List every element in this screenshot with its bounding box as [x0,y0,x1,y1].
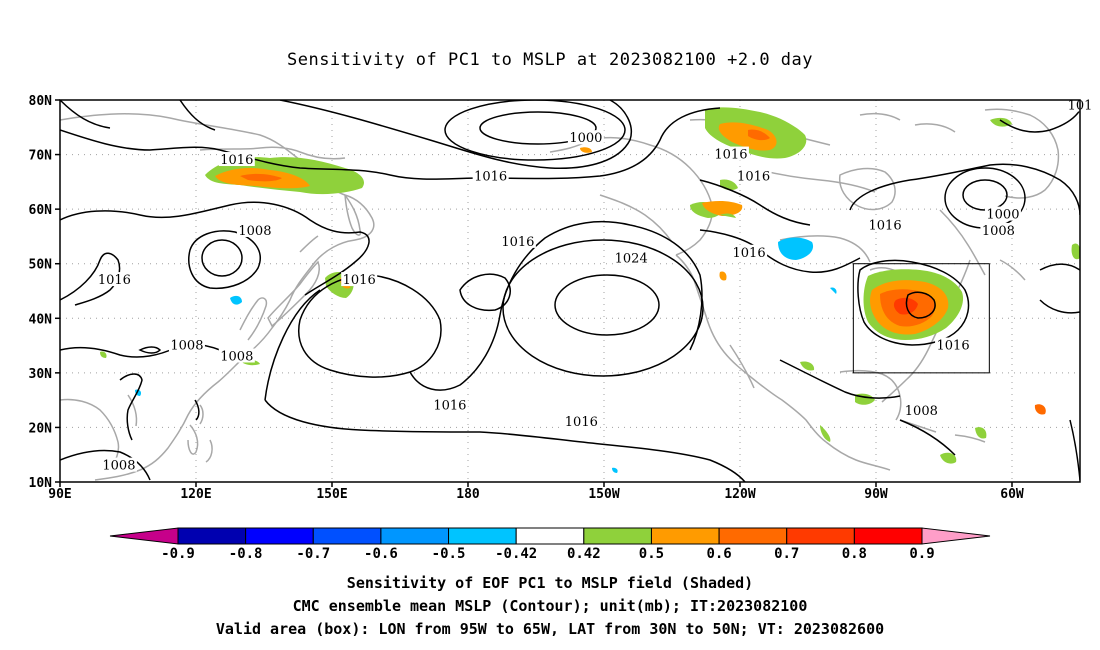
colorbar-segment [245,527,314,545]
contour-label: 1008 [102,459,135,474]
contour-label: 1008 [220,349,253,364]
lat-tick-label: 50N [29,258,53,273]
contour-label: 1016 [433,399,466,414]
contour-label: 1008 [905,404,938,419]
lat-tick-label: 60N [29,203,53,218]
caption-contour: CMC ensemble mean MSLP (Contour); unit(m… [292,597,808,615]
lon-tick-label: 150E [316,487,347,502]
contour-label-bg [613,250,650,265]
colorbar-label: -0.6 [364,546,398,562]
colorbar-label: 0.6 [706,546,731,562]
lon-tick-label: 90E [48,487,71,502]
contour-label-bg [867,217,904,232]
lon-tick-label: 120W [724,487,755,502]
colorbar-segment [786,527,855,545]
contour-label-bg [96,272,133,287]
longitude-labels: 90E 120E 150E 180 150W 120W 90W 60W [48,482,1024,502]
colorbar-segment [718,527,788,545]
contour-label: 1016 [474,169,507,184]
contour-label: 1016 [733,246,766,261]
lon-tick-label: 60W [1000,487,1024,502]
contour-label: 1016 [343,273,376,288]
lon-tick-label: 120E [180,487,211,502]
lat-tick-label: 20N [29,421,53,436]
colorbar-segment [380,527,450,545]
contour-label: 1016 [737,169,770,184]
colorbar-label: -0.7 [296,546,330,562]
colorbar-segment [853,527,923,545]
colorbar-label: -0.5 [432,546,466,562]
valid-area-box [852,263,990,374]
contour-label-bg [935,337,972,352]
lat-tick-label: 80N [29,94,53,109]
sensitivity-shading [100,107,1080,473]
contour-label: 1016 [565,415,598,430]
lon-tick-label: 150W [588,487,619,502]
contour-label-bg [236,222,273,237]
colorbar-label: 0.7 [774,546,799,562]
lat-tick-label: 70N [29,149,53,164]
lat-tick-label: 40N [29,312,53,327]
colorbar-segment [448,527,517,545]
map-frame [59,99,1081,483]
contour-label-bg [168,337,205,352]
lat-tick-label: 10N [29,476,53,491]
colorbar-segment [650,527,720,545]
colorbar-label: 0.42 [567,546,601,562]
contour-label-bg [731,244,768,259]
colorbar-segment [177,527,247,545]
contour-label-bg [567,130,604,145]
mslp-contours [60,100,1080,482]
contour-label-bg [735,168,772,183]
contour-label-bg [499,233,536,248]
page-title: Sensitivity of PC1 to MSLP at 2023082100… [286,50,813,70]
colorbar-max-triangle [921,527,991,545]
contour-label: 1000 [569,131,602,146]
contour-label: 1016 [501,235,534,250]
contour-label: 1000 [986,208,1019,223]
contour-label: 1016 [98,273,131,288]
colorbar-label: -0.42 [495,546,537,562]
contour-label-bg [341,272,378,287]
colorbar-segment [312,527,382,545]
contour-label-bg [431,397,468,412]
contour-label-bg [984,206,1021,221]
contour-label-bg [100,457,137,472]
contour-label: 1008 [982,224,1015,239]
contour-label: 1016 [220,153,253,168]
contour-label-bg [218,348,255,363]
colorbar-segment [515,527,585,545]
lon-tick-label: 180 [456,487,480,502]
colorbar-label: 0.8 [842,546,867,562]
caption-valid-area: Valid area (box): LON from 95W to 65W, L… [215,620,885,638]
contour-label-bg [903,403,940,418]
latitude-labels: 80N 70N 60N 50N 40N 30N 20N 10N [29,94,60,491]
caption-shaded: Sensitivity of EOF PC1 to MSLP field (Sh… [346,574,754,592]
contour-label: 1024 [615,251,648,266]
contour-label-bg [712,146,749,161]
contour-label: 1016 [714,148,747,163]
contour-label: 1008 [170,339,203,354]
contour-label-bg [980,222,1017,237]
contour-label: 1016 [869,219,902,234]
colorbar-labels: -0.9 -0.8 -0.7 -0.6 -0.5 -0.42 0.42 0.5 0.6 0.7 0.… [161,546,935,562]
contour-label-bg [563,413,600,428]
contour-label-bg [472,168,509,183]
contour-label: 1008 [238,224,271,239]
contour-label-bg [218,152,255,167]
contour-label: 1016 [937,339,970,354]
lat-tick-label: 30N [29,367,53,382]
colorbar-label: -0.8 [229,546,263,562]
colorbar-label: 0.5 [639,546,664,562]
colorbar-label: -0.9 [161,546,195,562]
colorbar [109,527,991,545]
lon-tick-label: 90W [864,487,888,502]
colorbar-label: 0.9 [909,546,934,562]
colorbar-segment [583,527,652,545]
colorbar-min-triangle [109,527,179,545]
